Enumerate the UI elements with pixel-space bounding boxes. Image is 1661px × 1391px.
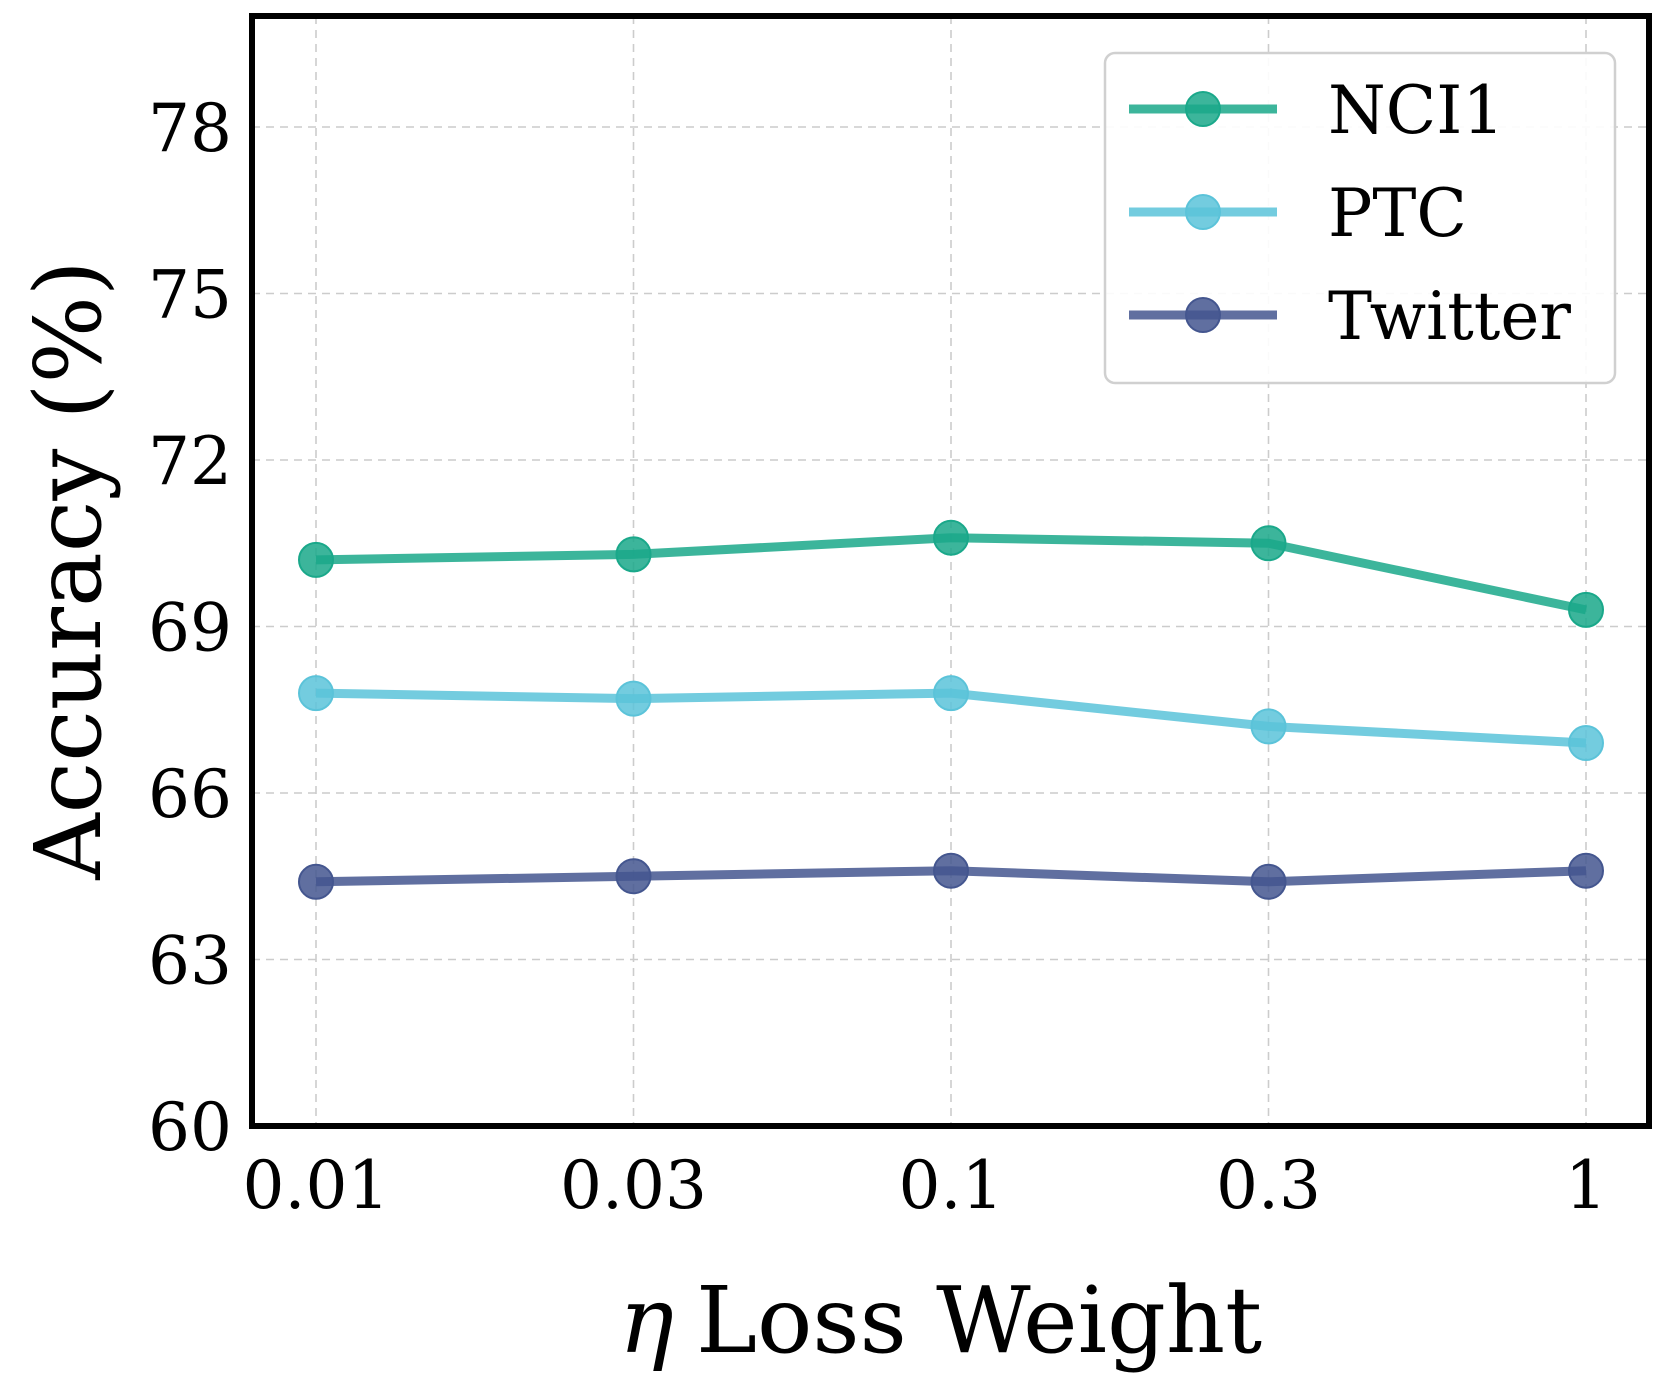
legend-swatch-marker [1185,91,1221,127]
legend-swatch-marker [1185,297,1221,333]
data-point [933,852,969,889]
data-point [615,680,652,717]
data-point [298,541,334,578]
y-tick-label: 69 [148,590,232,667]
x-axis-symbol: η [619,1267,674,1374]
y-axis-title: Accuracy (%) [15,260,122,881]
data-point [298,863,334,900]
y-tick-label: 75 [148,257,232,334]
x-tick-label: 0.03 [560,1147,707,1224]
series-ptc [298,675,1604,762]
y-tick-label: 63 [148,923,232,1000]
series-layer [298,519,1604,900]
data-point [1250,863,1287,900]
x-tick-label: 0.01 [243,1147,390,1224]
x-tick-label: 0.3 [1216,1147,1321,1224]
data-point [615,858,652,895]
data-point [1568,591,1604,628]
data-point [933,519,969,556]
data-point [933,675,969,712]
series-nci1 [298,519,1604,628]
legend-item-nci1: NCI1 [1129,72,1504,149]
x-axis-ticks: 0.01 0.03 0.1 0.3 1 [243,1147,1607,1224]
legend-item-ptc: PTC [1129,175,1467,252]
series-twitter [298,852,1604,900]
data-point [1568,725,1604,762]
x-axis-text: Loss Weight [696,1267,1262,1374]
legend-swatch-marker [1185,194,1221,230]
legend-item-twitter: Twitter [1129,278,1571,355]
y-tick-label: 66 [148,756,232,833]
legend: NCI1 PTC Twitter [1103,51,1617,385]
data-point [1250,708,1287,745]
data-point [1250,525,1287,562]
data-point [298,675,334,712]
x-tick-label: 1 [1565,1147,1607,1224]
legend-frame [1103,51,1617,385]
data-point [1568,852,1604,889]
legend-label: PTC [1328,175,1467,252]
y-tick-label: 72 [148,423,232,500]
x-tick-label: 0.1 [899,1147,1004,1224]
x-axis-title: η Loss Weight [619,1267,1262,1374]
y-tick-label: 60 [148,1089,232,1166]
y-axis-ticks: 60 63 66 69 72 75 78 [148,90,232,1166]
data-point [615,536,652,573]
y-tick-label: 78 [148,90,232,167]
legend-label: Twitter [1328,278,1571,355]
legend-label: NCI1 [1328,72,1504,149]
plot-frame [249,13,1652,1129]
